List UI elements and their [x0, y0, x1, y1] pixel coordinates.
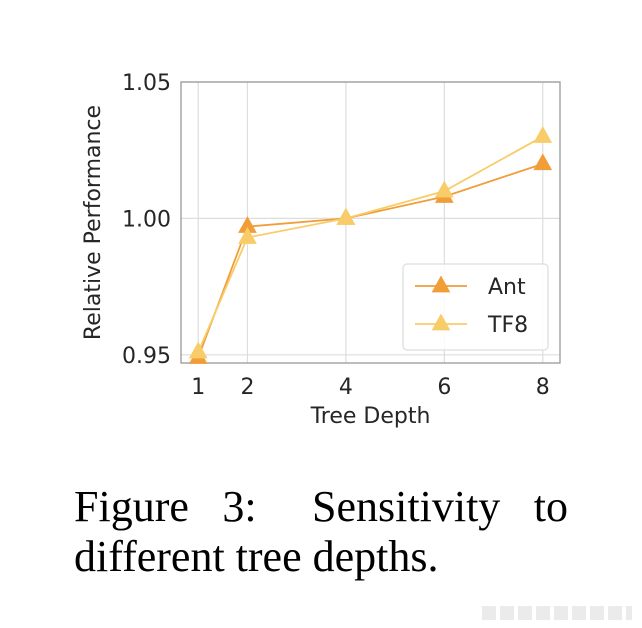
data-point-tf8 [336, 207, 356, 225]
legend-label-ant: Ant [488, 275, 526, 300]
y-tick-labels: 0.95 1.00 1.05 [122, 71, 171, 369]
x-tick-label: 6 [437, 375, 451, 400]
x-tick-label: 2 [240, 375, 254, 400]
data-point-tf8 [533, 126, 553, 143]
data-point-tf8 [238, 226, 257, 244]
watermark [482, 606, 632, 620]
legend-marker-tf8 [431, 313, 451, 331]
caption-text: Sensitivity to different tree depths. [74, 482, 568, 581]
legend: Ant TF8 [402, 263, 549, 351]
data-point-tf8 [434, 180, 454, 198]
x-tick-label: 1 [191, 375, 205, 400]
data-point-tf8 [188, 341, 208, 359]
series-group [188, 126, 553, 364]
figure-caption: Figure 3: Sensitivity to different tree … [74, 482, 568, 582]
x-tick-labels: 1 2 4 6 8 [191, 375, 550, 400]
legend-marker-ant [431, 275, 451, 293]
x-axis-label: Tree Depth [310, 404, 431, 429]
y-tick-label: 1.05 [122, 71, 171, 96]
line-chart: 1 2 4 6 8 0.95 1.00 1.05 Tree Depth Relative P… [81, 71, 561, 429]
y-axis-label: Relative Performance [81, 105, 106, 340]
y-tick-label: 1.00 [122, 207, 171, 232]
plot-frame [180, 81, 561, 364]
y-tick-label: 0.95 [122, 344, 171, 369]
caption-label: Figure 3: [74, 482, 257, 531]
data-point-ant [533, 153, 553, 171]
x-tick-label: 4 [339, 375, 353, 400]
x-tick-label: 8 [536, 375, 550, 400]
legend-label-tf8: TF8 [487, 313, 528, 338]
